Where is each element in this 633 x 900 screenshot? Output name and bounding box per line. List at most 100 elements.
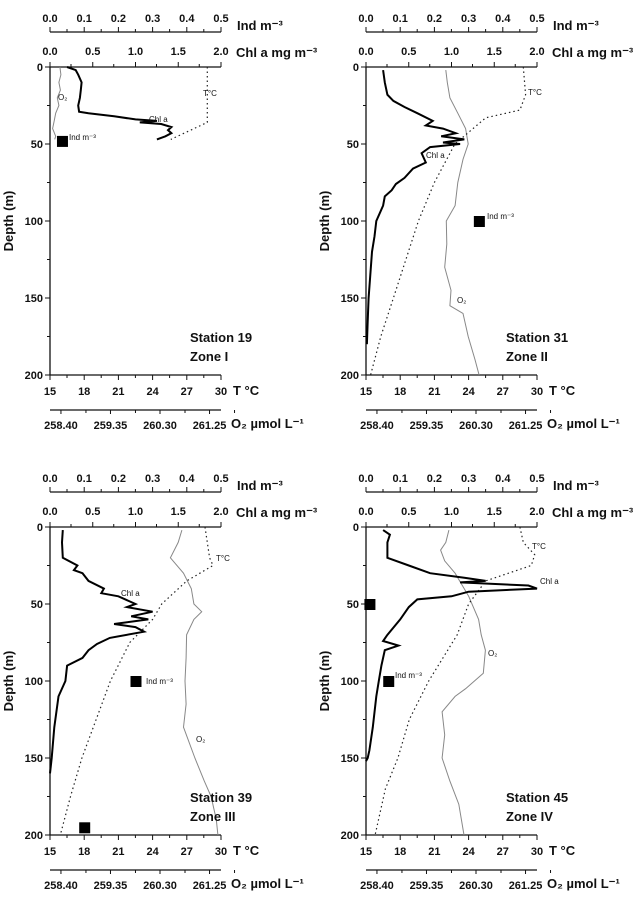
- chl-tick-label: 0.5: [85, 46, 100, 58]
- ind-tick-label: 0.1: [393, 13, 408, 25]
- temp-tick-label: 18: [394, 846, 406, 858]
- depth-tick-label: 200: [341, 830, 359, 842]
- ind-tick-label: 0.0: [358, 473, 373, 485]
- o2-curve-label: O₂: [488, 649, 497, 658]
- o2-axis-title: O₂ µmol L⁻¹: [547, 416, 620, 431]
- panel-2: 0.0 0.1 0.2 0.3 0.4 0.5 Ind m⁻³ 0.0 0.5 1.0 1.5 2.0…: [317, 13, 633, 432]
- ind-tick-label: 0.3: [145, 13, 160, 25]
- ind-curve-label: Ind m⁻³: [487, 212, 514, 221]
- o2-tick-label: 261.25: [193, 880, 227, 892]
- depth-tick-label: 200: [25, 370, 43, 382]
- temp-tick-label: 15: [360, 846, 372, 858]
- o2-profile-line: [444, 70, 480, 376]
- temp-tick-label: 21: [112, 846, 124, 858]
- chl-tick-label: 1.0: [444, 46, 459, 58]
- o2-axis-title: O₂ µmol L⁻¹: [547, 876, 620, 891]
- ind-tick-label: 0.2: [427, 13, 442, 25]
- temp-tick-label: 30: [215, 386, 227, 398]
- temp-axis-title: T °C: [233, 383, 260, 398]
- station-label: Station 39: [190, 790, 252, 805]
- ind-curve-label: Ind m⁻³: [69, 133, 96, 142]
- ind-tick-label: 0.0: [42, 13, 57, 25]
- chl-axis-title: Chl a mg m⁻³: [236, 505, 318, 520]
- ind-axis-title: Ind m⁻³: [553, 18, 600, 33]
- panel-1: 0.0 0.1 0.2 0.3 0.4 0.5 Ind m⁻³ 0.0 0.5 1.0 1.5 2.0…: [1, 13, 318, 432]
- ind-tick-label: 0.4: [179, 473, 195, 485]
- depth-tick-label: 200: [341, 370, 359, 382]
- chl-curve-label: Chl a: [149, 115, 168, 124]
- temp-tick-label: 24: [146, 386, 159, 398]
- zone-label: Zone I: [190, 349, 228, 364]
- depth-tick-label: 0: [37, 522, 43, 534]
- depth-axis-title: Depth (m): [317, 191, 332, 252]
- depth-tick-label: 50: [347, 139, 359, 151]
- temp-tick-label: 18: [78, 386, 90, 398]
- o2-axis-title: O₂ µmol L⁻¹: [231, 876, 304, 891]
- o2-tick-label: 259.35: [94, 880, 128, 892]
- ind-tick-label: 0.5: [213, 473, 228, 485]
- o2-tick-label: 260.30: [459, 420, 493, 432]
- chl-axis-title: Chl a mg m⁻³: [236, 45, 318, 60]
- panel-3: 0.0 0.1 0.2 0.3 0.4 0.5 Ind m⁻³ 0.0 0.5 1.0 1.5 2.0…: [1, 473, 318, 892]
- o2-tick-label: 259.35: [94, 420, 128, 432]
- o2-tick-label: 260.30: [143, 420, 177, 432]
- depth-tick-label: 50: [347, 599, 359, 611]
- o2-curve-label: O₂: [58, 93, 67, 102]
- o2-tick-label: 258.40: [44, 880, 78, 892]
- o2-tick-label: 260.30: [143, 880, 177, 892]
- chl-tick-label: 0.0: [358, 46, 373, 58]
- depth-tick-label: 150: [341, 753, 359, 765]
- chl-a-profile-line: [49, 530, 153, 774]
- chl-tick-label: 1.5: [171, 506, 186, 518]
- temp-tick-label: 18: [394, 386, 406, 398]
- temp-tick-label: 18: [78, 846, 90, 858]
- depth-tick-label: 50: [31, 139, 43, 151]
- ind-tick-label: 0.3: [145, 473, 160, 485]
- ind-tick-label: 0.0: [358, 13, 373, 25]
- chl-curve-label: Chl a: [121, 589, 140, 598]
- temp-tick-label: 24: [462, 386, 475, 398]
- temp-curve-label: T°C: [203, 89, 217, 98]
- ind-tick-label: 0.2: [111, 13, 126, 25]
- ind-tick-label: 0.3: [461, 473, 476, 485]
- temp-tick-label: 30: [531, 846, 543, 858]
- ind-tick-label: 0.5: [529, 473, 544, 485]
- temp-tick-label: 21: [112, 386, 124, 398]
- chl-tick-label: 2.0: [529, 506, 544, 518]
- o2-curve-label: O₂: [457, 296, 466, 305]
- temperature-profile-line: [370, 66, 527, 376]
- o2-tick-label: 258.40: [360, 880, 394, 892]
- chl-a-profile-line: [365, 529, 538, 762]
- panel-4: 0.0 0.1 0.2 0.3 0.4 0.5 Ind m⁻³ 0.0 0.5 1.0 1.5 2.0…: [317, 473, 633, 892]
- depth-axis-title: Depth (m): [1, 651, 16, 712]
- chl-tick-label: 1.5: [171, 46, 186, 58]
- o2-tick-label: 261.25: [509, 420, 543, 432]
- o2-tick-label: 261.25: [193, 420, 227, 432]
- o2-tick-label: 258.40: [360, 420, 394, 432]
- o2-tick-label: 261.25: [509, 880, 543, 892]
- chl-axis-title: Chl a mg m⁻³: [552, 45, 633, 60]
- depth-axis-title: Depth (m): [1, 191, 16, 252]
- ind-tick-label: 0.1: [77, 13, 92, 25]
- chl-tick-label: 0.0: [358, 506, 373, 518]
- chl-tick-label: 1.0: [444, 506, 459, 518]
- o2-tick-label: 259.35: [410, 880, 444, 892]
- temp-tick-label: 30: [215, 846, 227, 858]
- ind-axis-title: Ind m⁻³: [237, 478, 284, 493]
- temp-axis-title: T °C: [549, 843, 576, 858]
- depth-axis-title: Depth (m): [317, 651, 332, 712]
- chl-a-profile-line: [66, 66, 174, 141]
- station-label: Station 31: [506, 330, 568, 345]
- chl-tick-label: 2.0: [213, 506, 228, 518]
- depth-tick-label: 150: [25, 293, 43, 305]
- ind-tick-label: 0.2: [427, 473, 442, 485]
- depth-tick-label: 100: [341, 216, 359, 228]
- o2-tick-label: 258.40: [44, 420, 78, 432]
- zone-label: Zone II: [506, 349, 548, 364]
- temp-curve-label: T°C: [216, 554, 230, 563]
- o2-profile-line: [52, 66, 62, 140]
- temp-tick-label: 27: [497, 846, 509, 858]
- ind-density-marker: [383, 676, 395, 687]
- temp-tick-label: 15: [360, 386, 372, 398]
